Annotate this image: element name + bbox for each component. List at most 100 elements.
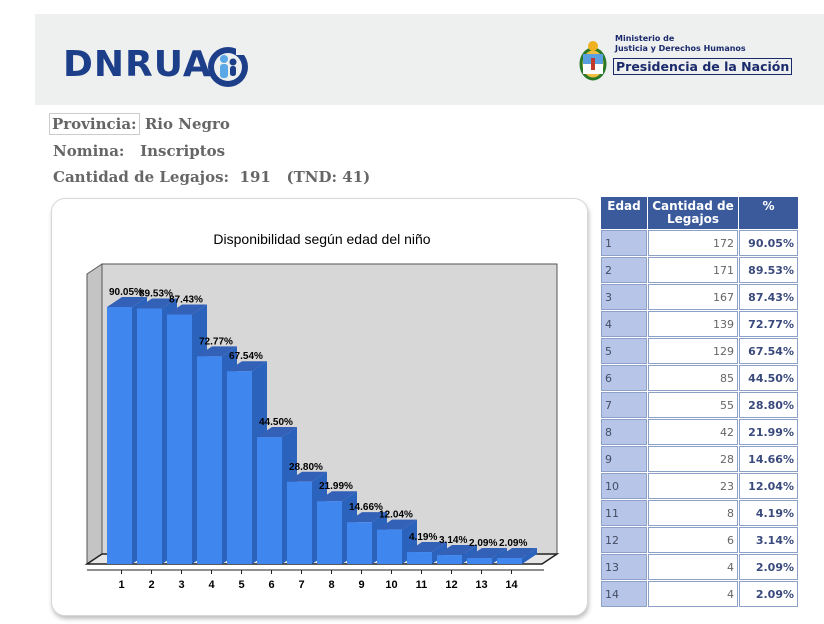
cell-cantidad: 8 xyxy=(648,500,738,526)
bar xyxy=(167,314,192,564)
bar xyxy=(107,307,132,564)
cell-percent: 2.09% xyxy=(739,554,798,580)
nomina-value: Inscriptos xyxy=(140,142,226,160)
bar-side xyxy=(492,548,507,564)
provincia-label: Provincia: xyxy=(49,113,140,135)
bar-top xyxy=(257,426,297,437)
data-label: 89.53% xyxy=(139,288,173,299)
coat-of-arms-icon xyxy=(579,41,607,81)
cell-edad: 8 xyxy=(601,419,647,445)
bar xyxy=(257,436,282,564)
table-row: 4 139 72.77% xyxy=(601,311,798,337)
cell-edad: 13 xyxy=(601,554,647,580)
table-row: 9 28 14.66% xyxy=(601,446,798,472)
cell-percent: 72.77% xyxy=(739,311,798,337)
bar-top xyxy=(287,471,327,482)
bar xyxy=(197,356,222,564)
cell-edad: 14 xyxy=(601,581,647,607)
table-row: 10 23 12.04% xyxy=(601,473,798,499)
x-tick-label: 8 xyxy=(328,579,334,591)
table-header-row: Edad Cantidad de Legajos % xyxy=(601,197,798,229)
gov-line-1: Ministerio de xyxy=(615,34,675,43)
bar xyxy=(137,308,162,564)
table-row: 7 55 28.80% xyxy=(601,392,798,418)
cell-percent: 21.99% xyxy=(739,419,798,445)
x-tick-label: 7 xyxy=(298,579,304,591)
cell-cantidad: 85 xyxy=(648,365,738,391)
x-tick-label: 10 xyxy=(385,579,397,591)
cell-edad: 3 xyxy=(601,284,647,310)
x-tick-label: 14 xyxy=(505,579,518,591)
x-tick-label: 11 xyxy=(416,579,428,591)
bar-top xyxy=(437,545,477,556)
nomina-row: Nomina: Inscriptos xyxy=(53,142,225,160)
cell-percent: 90.05% xyxy=(739,230,798,256)
bar xyxy=(497,558,522,564)
cell-cantidad: 171 xyxy=(648,257,738,283)
data-label: 21.99% xyxy=(319,481,353,492)
bar xyxy=(287,481,312,564)
x-tick-label: 12 xyxy=(445,579,457,591)
bar-side xyxy=(462,545,477,564)
data-label: 2.09% xyxy=(499,538,527,549)
chart-panel: Disponibilidad según edad del niño 90.05%… xyxy=(51,198,588,616)
table-row: 13 4 2.09% xyxy=(601,554,798,580)
bar xyxy=(347,522,372,564)
data-label: 67.54% xyxy=(229,351,263,362)
data-table: Edad Cantidad de Legajos % 1 172 90.05% 2 17… xyxy=(600,196,799,608)
cell-cantidad: 167 xyxy=(648,284,738,310)
bar-top xyxy=(227,361,267,372)
bar-top xyxy=(347,512,387,523)
bar-top xyxy=(197,346,237,357)
x-tick-label: 9 xyxy=(358,579,364,591)
table-row: 11 8 4.19% xyxy=(601,500,798,526)
bar xyxy=(467,558,492,564)
cell-edad: 12 xyxy=(601,527,647,553)
cell-percent: 2.09% xyxy=(739,581,798,607)
table-row: 6 85 44.50% xyxy=(601,365,798,391)
gov-line-2: Justicia y Derechos Humanos xyxy=(615,44,746,53)
government-logo: Ministerio de Justicia y Derechos Humano… xyxy=(575,28,793,88)
x-tick-label: 3 xyxy=(178,579,184,591)
x-tick-label: 2 xyxy=(148,579,154,591)
cell-cantidad: 6 xyxy=(648,527,738,553)
x-tick-label: 1 xyxy=(118,579,124,591)
cell-edad: 9 xyxy=(601,446,647,472)
bar xyxy=(377,529,402,564)
header-banner: DNRUA Ministerio de Justicia y Derechos … xyxy=(35,14,824,105)
cell-percent: 3.14% xyxy=(739,527,798,553)
header-percent: % xyxy=(739,197,798,229)
gov-line-3: Presidencia de la Nación xyxy=(613,58,793,75)
cell-cantidad: 129 xyxy=(648,338,738,364)
cell-percent: 14.66% xyxy=(739,446,798,472)
chart-title: Disponibilidad según edad del niño xyxy=(213,231,430,247)
bar xyxy=(437,555,462,564)
cantidad-row: Cantidad de Legajos: 191 (TND: 41) xyxy=(53,168,370,186)
bar-top xyxy=(137,298,177,309)
bar xyxy=(227,371,252,564)
cell-percent: 44.50% xyxy=(739,365,798,391)
cell-cantidad: 42 xyxy=(648,419,738,445)
bar-side xyxy=(522,548,537,564)
cell-cantidad: 4 xyxy=(648,581,738,607)
table-row: 14 4 2.09% xyxy=(601,581,798,607)
bar-top xyxy=(107,297,147,307)
table-row: 1 172 90.05% xyxy=(601,230,798,256)
cantidad-value: 191 xyxy=(239,168,271,186)
cell-edad: 2 xyxy=(601,257,647,283)
cell-percent: 28.80% xyxy=(739,392,798,418)
data-label: 3.14% xyxy=(439,535,467,546)
x-tick-label: 5 xyxy=(238,579,244,591)
table-row: 5 129 67.54% xyxy=(601,338,798,364)
cell-edad: 5 xyxy=(601,338,647,364)
cell-edad: 4 xyxy=(601,311,647,337)
cell-cantidad: 139 xyxy=(648,311,738,337)
x-tick-label: 13 xyxy=(475,579,487,591)
provincia-value: Rio Negro xyxy=(144,115,230,133)
cell-percent: 4.19% xyxy=(739,500,798,526)
cell-percent: 87.43% xyxy=(739,284,798,310)
bar-top xyxy=(407,542,447,553)
data-label: 2.09% xyxy=(469,538,497,549)
data-label: 14.66% xyxy=(349,502,383,513)
x-tick-label: 4 xyxy=(208,579,215,591)
